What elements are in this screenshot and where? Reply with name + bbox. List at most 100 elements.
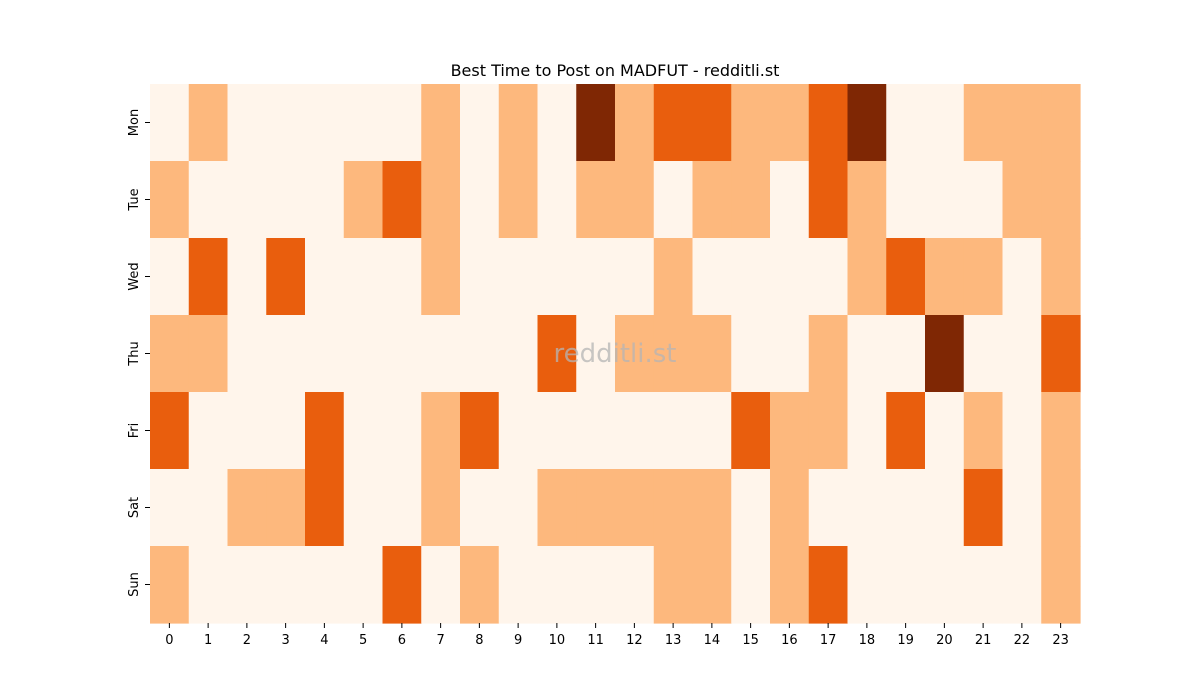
heatmap-cell-sat-15 bbox=[731, 469, 771, 547]
y-tick-label: Tue bbox=[127, 188, 142, 211]
heatmap-cell-fri-11 bbox=[576, 392, 616, 470]
heatmap-cell-wed-3 bbox=[266, 238, 306, 316]
heatmap-cell-sat-17 bbox=[808, 469, 849, 547]
heatmap-cell-tue-18 bbox=[847, 161, 887, 239]
y-tick-label: Fri bbox=[127, 423, 142, 439]
heatmap-cell-wed-15 bbox=[731, 238, 771, 316]
heatmap-cell-thu-10 bbox=[537, 315, 577, 393]
heatmap-cell-fri-13 bbox=[653, 392, 694, 470]
heatmap-cell-fri-0 bbox=[150, 392, 190, 470]
heatmap-cell-sun-4 bbox=[305, 546, 345, 624]
heatmap-cell-thu-4 bbox=[305, 315, 345, 393]
heatmap-cell-thu-12 bbox=[615, 315, 655, 393]
heatmap-cell-sun-7 bbox=[421, 546, 461, 624]
x-tick-label: 17 bbox=[820, 633, 837, 648]
heatmap-cell-wed-4 bbox=[305, 238, 345, 316]
heatmap-cell-wed-22 bbox=[1002, 238, 1042, 316]
y-tick-label: Wed bbox=[127, 262, 142, 290]
x-tick-label: 4 bbox=[320, 633, 328, 648]
heatmap-cell-mon-19 bbox=[886, 84, 926, 162]
x-tick-label: 12 bbox=[626, 633, 643, 648]
y-tick-label: Sat bbox=[127, 497, 142, 518]
heatmap-cell-fri-20 bbox=[925, 392, 965, 470]
heatmap-cell-mon-3 bbox=[266, 84, 306, 162]
heatmap-cell-wed-1 bbox=[188, 238, 229, 316]
heatmap-cell-sun-18 bbox=[847, 546, 887, 624]
heatmap-cell-wed-23 bbox=[1041, 238, 1081, 316]
heatmap-cell-sun-0 bbox=[150, 546, 190, 624]
heatmap-cell-sun-15 bbox=[731, 546, 771, 624]
heatmap-cell-tue-8 bbox=[460, 161, 500, 239]
heatmap-cell-sun-13 bbox=[653, 546, 694, 624]
heatmap-cell-sun-10 bbox=[537, 546, 577, 624]
heatmap-cell-sat-1 bbox=[188, 469, 229, 547]
heatmap-cell-fri-17 bbox=[808, 392, 849, 470]
heatmap-cell-thu-19 bbox=[886, 315, 926, 393]
heatmap-cell-tue-17 bbox=[808, 161, 849, 239]
heatmap-cell-thu-13 bbox=[653, 315, 694, 393]
heatmap-cell-wed-17 bbox=[808, 238, 849, 316]
heatmap-cell-thu-22 bbox=[1002, 315, 1042, 393]
heatmap-cell-thu-17 bbox=[808, 315, 849, 393]
heatmap-cell-mon-20 bbox=[925, 84, 965, 162]
x-tick-label: 2 bbox=[243, 633, 251, 648]
heatmap-cell-tue-14 bbox=[692, 161, 732, 239]
heatmap-cell-mon-1 bbox=[188, 84, 229, 162]
heatmap-cell-wed-21 bbox=[963, 238, 1004, 316]
x-tick-label: 11 bbox=[587, 633, 604, 648]
heatmap-cell-sat-13 bbox=[653, 469, 694, 547]
heatmap-cell-sat-6 bbox=[382, 469, 422, 547]
heatmap-cell-sat-14 bbox=[692, 469, 732, 547]
heatmap-cell-sun-21 bbox=[963, 546, 1004, 624]
heatmap-cell-thu-9 bbox=[498, 315, 539, 393]
heatmap-cell-tue-11 bbox=[576, 161, 616, 239]
heatmap-cell-sun-5 bbox=[343, 546, 384, 624]
heatmap-cell-thu-16 bbox=[770, 315, 810, 393]
x-tick-label: 21 bbox=[975, 633, 992, 648]
heatmap-cell-fri-19 bbox=[886, 392, 926, 470]
heatmap-cell-wed-9 bbox=[498, 238, 539, 316]
heatmap-cell-thu-11 bbox=[576, 315, 616, 393]
heatmap-cell-wed-12 bbox=[615, 238, 655, 316]
heatmap-cell-sun-8 bbox=[460, 546, 500, 624]
heatmap-cell-sun-19 bbox=[886, 546, 926, 624]
heatmap-cell-tue-15 bbox=[731, 161, 771, 239]
x-tick-label: 6 bbox=[398, 633, 406, 648]
heatmap-cell-fri-10 bbox=[537, 392, 577, 470]
x-tick-label: 5 bbox=[359, 633, 367, 648]
heatmap-cell-fri-1 bbox=[188, 392, 229, 470]
x-tick-label: 9 bbox=[514, 633, 522, 648]
heatmap-cell-thu-7 bbox=[421, 315, 461, 393]
heatmap-cell-fri-21 bbox=[963, 392, 1004, 470]
heatmap-cell-wed-7 bbox=[421, 238, 461, 316]
heatmap-cell-thu-3 bbox=[266, 315, 306, 393]
heatmap-cell-thu-20 bbox=[925, 315, 965, 393]
heatmap-cell-tue-5 bbox=[343, 161, 384, 239]
heatmap-cell-tue-22 bbox=[1002, 161, 1042, 239]
heatmap-cell-tue-3 bbox=[266, 161, 306, 239]
heatmap-cell-fri-7 bbox=[421, 392, 461, 470]
heatmap-cell-wed-2 bbox=[227, 238, 267, 316]
heatmap-cell-mon-2 bbox=[227, 84, 267, 162]
heatmap-cell-sat-5 bbox=[343, 469, 384, 547]
heatmap-cell-sat-8 bbox=[460, 469, 500, 547]
heatmap-cell-sat-23 bbox=[1041, 469, 1081, 547]
heatmap-cell-mon-21 bbox=[963, 84, 1004, 162]
heatmap-cell-mon-18 bbox=[847, 84, 887, 162]
heatmap-cell-tue-2 bbox=[227, 161, 267, 239]
heatmap-cell-wed-14 bbox=[692, 238, 732, 316]
heatmap-cell-fri-14 bbox=[692, 392, 732, 470]
heatmap-cell-sun-3 bbox=[266, 546, 306, 624]
heatmap-cell-fri-6 bbox=[382, 392, 422, 470]
heatmap-cell-fri-16 bbox=[770, 392, 810, 470]
heatmap-cell-thu-23 bbox=[1041, 315, 1081, 393]
heatmap-cell-thu-2 bbox=[227, 315, 267, 393]
heatmap-cell-tue-19 bbox=[886, 161, 926, 239]
heatmap-cell-tue-23 bbox=[1041, 161, 1081, 239]
heatmap-cell-mon-8 bbox=[460, 84, 500, 162]
heatmap-cell-tue-7 bbox=[421, 161, 461, 239]
heatmap-cell-fri-4 bbox=[305, 392, 345, 470]
heatmap-cell-tue-12 bbox=[615, 161, 655, 239]
heatmap-cells bbox=[150, 84, 1081, 624]
heatmap-cell-sat-21 bbox=[963, 469, 1004, 547]
